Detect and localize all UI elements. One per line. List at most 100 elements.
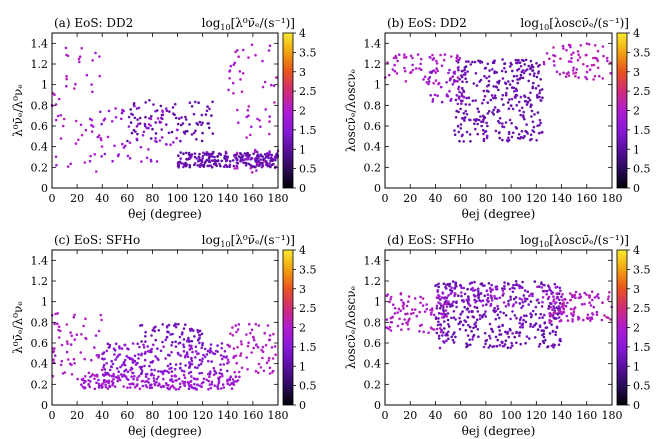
data-point [544,339,547,342]
data-point [585,293,588,296]
data-point [452,310,456,313]
data-point [548,312,551,315]
data-point [444,309,448,312]
data-point [217,377,221,381]
data-point [172,141,175,144]
data-point [144,101,147,104]
data-point [178,382,182,386]
x-tick-label: 140 [217,409,238,422]
data-point [152,377,156,380]
data-point [99,138,103,142]
data-point [440,330,443,334]
data-point [498,343,502,347]
data-point [198,158,202,162]
data-point [504,305,508,308]
data-point [79,123,83,127]
data-point [549,319,553,323]
data-point [556,312,559,316]
data-point [530,109,534,113]
data-point [450,335,454,339]
data-point [201,157,204,160]
data-point [183,370,186,373]
data-point [90,130,94,133]
data-point [218,152,221,155]
data-point [140,365,144,369]
data-point [147,377,150,381]
data-point [436,69,440,72]
data-point [465,113,469,116]
data-point [249,166,252,170]
data-point [56,322,59,326]
data-point [405,304,409,308]
data-point [154,338,157,342]
data-point [108,385,112,389]
data-point [73,87,76,90]
data-point [250,328,254,332]
data-point [445,299,448,302]
panel-label: (d) EoS: SFHo [387,233,474,247]
y-tick-label: 0 [374,182,381,195]
data-point [206,164,209,168]
data-point [257,162,260,166]
data-point [121,375,124,378]
data-point [107,109,111,113]
data-point [486,112,490,115]
data-point [270,83,273,87]
data-point [188,327,192,331]
data-point [235,361,238,365]
data-point [497,109,501,113]
data-point [484,315,488,318]
data-point [592,78,595,81]
data-point [192,131,196,135]
data-point [576,58,580,62]
data-point [201,154,205,158]
colorbar-tick-label: 1 [299,143,306,156]
data-point [515,89,518,92]
data-point [457,97,461,100]
data-point [430,327,434,331]
data-point [242,161,246,165]
data-point [194,129,197,133]
data-point [222,386,226,389]
data-point [172,386,176,389]
data-point [190,386,194,389]
data-point [567,71,570,74]
data-point [441,334,444,337]
y-tick-label: 1 [374,79,381,92]
scatter-points [50,43,280,174]
data-point [66,358,70,361]
data-point [94,334,98,337]
data-point [112,377,115,381]
data-point [60,359,64,363]
data-point [113,385,117,388]
data-point [532,130,536,134]
data-point [176,122,180,126]
data-point [498,316,501,320]
data-point [197,364,201,367]
data-point [224,159,228,163]
data-point [205,353,209,356]
data-point [165,336,169,339]
data-point [496,307,500,311]
data-point [261,85,265,89]
x-tick-label: 140 [217,192,238,205]
data-point [78,55,82,58]
data-point [259,366,263,369]
data-point [531,85,535,89]
data-point [99,313,103,317]
data-point [494,335,498,339]
data-point [427,331,430,335]
data-point [218,371,222,375]
data-point [507,130,511,134]
data-point [545,292,548,296]
data-point [187,153,191,157]
data-point [247,105,251,108]
data-point [501,125,504,128]
data-point [203,152,207,156]
data-point [83,161,87,164]
data-point [202,353,205,357]
data-point [504,70,508,74]
data-point [110,374,114,378]
colorbar-tick-label: 3.5 [633,46,651,59]
data-point [245,333,248,336]
